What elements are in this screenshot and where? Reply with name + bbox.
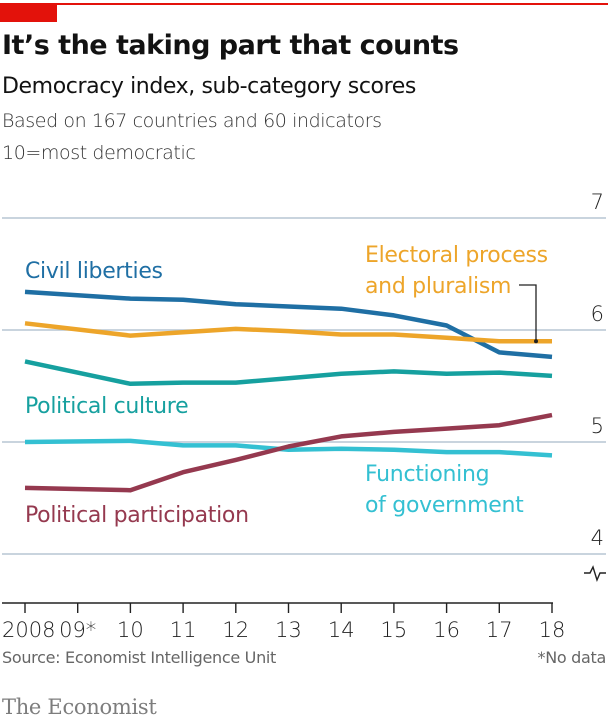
series-label-political-participation: Political participation xyxy=(25,503,249,528)
axis-break-icon xyxy=(584,565,606,583)
x-tick-label-2015: 15 xyxy=(381,618,408,642)
economist-red-tag xyxy=(0,3,57,22)
chart-note-scale: 10=most democratic xyxy=(2,142,196,164)
top-rule xyxy=(0,3,608,5)
series-line-political-culture xyxy=(24,359,553,387)
chart-title: It’s the taking part that counts xyxy=(2,30,459,61)
series-label-functioning-of-government: of government xyxy=(365,493,524,518)
y-tick-label-6: 6 xyxy=(591,302,604,326)
series-line-functioning-of-government xyxy=(24,438,553,458)
series-labels: Civil liberties Electoral process and plur… xyxy=(25,243,548,528)
electoral-label-leader-line xyxy=(519,284,537,341)
x-tick-label-2013: 13 xyxy=(275,618,302,642)
x-tick-label-2010: 10 xyxy=(117,618,144,642)
x-tick-label-2016: 16 xyxy=(433,618,460,642)
x-tick-label-2017: 17 xyxy=(486,618,513,642)
series-label-civil-liberties: Civil liberties xyxy=(25,259,163,284)
chart-subtitle: Democracy index, sub-category scores xyxy=(2,74,416,99)
brand-logo-text: The Economist xyxy=(2,695,157,719)
x-tick-label-2012: 12 xyxy=(222,618,249,642)
y-tick-label-5: 5 xyxy=(591,414,604,438)
x-tick-label-2008: 2008 xyxy=(2,618,55,642)
y-tick-label-7: 7 xyxy=(591,190,604,214)
x-tick-label-2014: 14 xyxy=(328,618,355,642)
x-tick-label-2009: 09* xyxy=(59,618,96,642)
x-axis: 2008 09* 10 11 12 13 14 15 16 17 18 xyxy=(2,602,566,642)
source-note: Source: Economist Intelligence Unit xyxy=(2,648,277,667)
x-tick-label-2018: 18 xyxy=(539,618,566,642)
series-label-functioning-of-government: Functioning xyxy=(365,462,489,487)
chart-note-basis: Based on 167 countries and 60 indicators xyxy=(2,110,382,132)
series-line-civil-liberties xyxy=(24,289,553,360)
series-lines xyxy=(24,289,553,493)
series-line-political-participation xyxy=(24,412,553,493)
series-line-electoral-process xyxy=(24,321,552,344)
x-tick-label-2011: 11 xyxy=(170,618,197,642)
electoral-label-leader-dot xyxy=(534,339,538,344)
y-axis-ticks: 4 5 6 7 xyxy=(584,190,606,583)
series-label-electoral-process: and pluralism xyxy=(365,274,511,299)
footnote-no-data: *No data xyxy=(537,648,607,667)
series-label-political-culture: Political culture xyxy=(25,394,188,419)
series-label-electoral-process: Electoral process xyxy=(365,243,548,268)
y-tick-label-4: 4 xyxy=(591,526,604,550)
